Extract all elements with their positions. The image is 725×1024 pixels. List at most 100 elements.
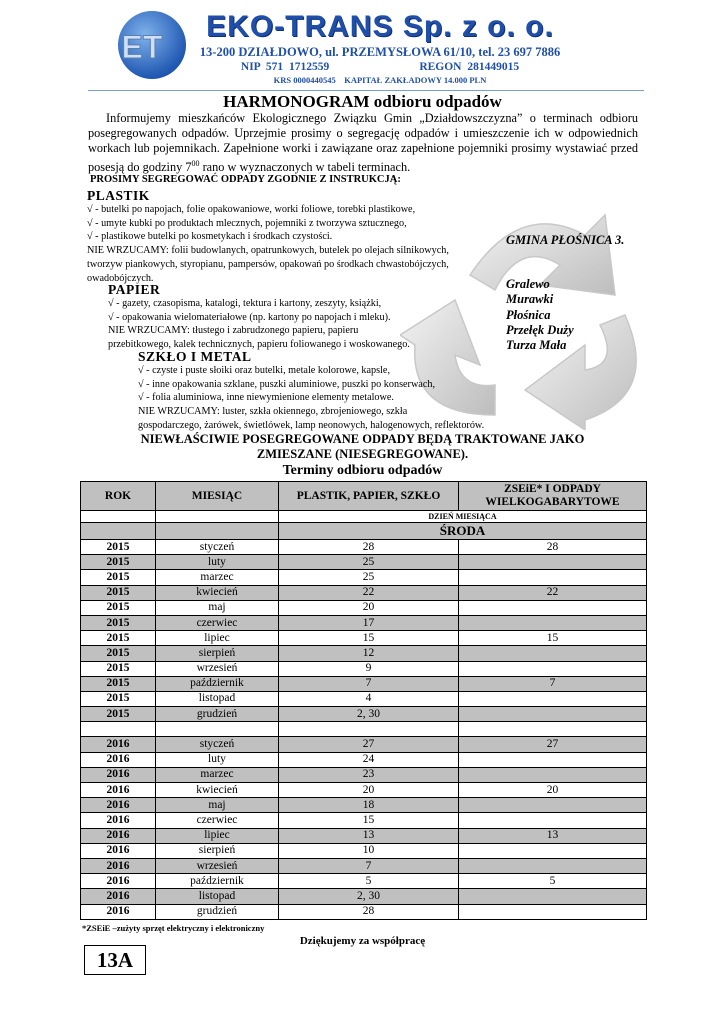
section-papier: PAPIER √ - gazety, czasopisma, katalogi,… — [108, 282, 410, 352]
cell-plastik-day: 17 — [278, 614, 459, 632]
section-line: √ - umyte kubki po produktach mlecznych,… — [87, 217, 407, 229]
recycle-symbol-icon — [400, 213, 637, 430]
section-title: SZKŁO I METAL — [138, 349, 252, 364]
village: Płośnica — [506, 307, 551, 322]
cell-plastik-day: 5 — [278, 873, 459, 890]
section-line: √ - inne opakowania szklane, puszki alum… — [138, 378, 435, 390]
table-row: 2016 lipiec 13 13 — [80, 827, 647, 844]
cell-zseie-day — [458, 766, 647, 784]
header-divider — [88, 90, 644, 91]
cell-month: wrzesień — [155, 857, 279, 875]
table-row: 2015 listopad 4 — [80, 690, 647, 708]
regon: REGON 281449015 — [419, 61, 520, 73]
cell-year: 2015 — [80, 645, 156, 662]
section-line: owadobójczych. — [87, 272, 154, 284]
warning-text: NIEWŁAŚCIWIE POSEGREGOWANE ODPADY BĘDĄ T… — [0, 432, 725, 462]
table-row: 2015 grudzień 2, 30 — [80, 706, 647, 723]
cell-year: 2016 — [80, 781, 156, 799]
cell-month: styczeń — [155, 538, 279, 556]
cell-month: listopad — [155, 690, 279, 708]
cell-plastik-day: 2, 30 — [278, 888, 459, 905]
cell-zseie-day — [458, 614, 647, 632]
cell-zseie-day — [458, 660, 647, 677]
table-row — [80, 721, 647, 738]
cell-plastik-day: 24 — [278, 751, 459, 768]
table-row: 2016 marzec 23 — [80, 766, 647, 784]
cell-year: 2015 — [80, 599, 156, 616]
cell-plastik-day: 28 — [278, 903, 459, 920]
weekday-header: ŚRODA — [278, 522, 647, 540]
table-row: 2015 styczeń 28 28 — [80, 538, 647, 556]
instruction-heading: PROSIMY SEGREGOWAĆ ODPADY ZGODNIE Z INST… — [90, 174, 401, 185]
cell-zseie-day: 20 — [458, 781, 647, 799]
cell-year — [80, 721, 156, 738]
cell-year: 2015 — [80, 690, 156, 708]
cell-month: maj — [155, 599, 279, 616]
section-line: NIE WRZUCAMY: tłustego i zabrudzonego pa… — [108, 325, 359, 337]
cell-zseie-day: 28 — [458, 538, 647, 556]
cell-year: 2016 — [80, 857, 156, 875]
cell-plastik-day: 13 — [278, 827, 459, 844]
table-caption: Terminy odbioru odpadów — [282, 463, 443, 478]
subheader-day: DZIEŃ MIESIĄCA — [278, 510, 647, 523]
footnote: *ZSEiE –zużyty sprzęt elektryczny i elek… — [82, 923, 265, 933]
cell-month: maj — [155, 797, 279, 814]
section-line: √ - folia aluminiowa, inne niewymienione… — [138, 392, 394, 404]
section-line: √ - butelki po napojach, folie opakowani… — [87, 204, 416, 215]
cell-zseie-day: 27 — [458, 736, 647, 753]
cell-plastik-day: 12 — [278, 645, 459, 662]
cell-year: 2015 — [80, 630, 156, 647]
cell-plastik-day — [278, 721, 459, 738]
cell-plastik-day: 20 — [278, 599, 459, 616]
table-row: 2015 czerwiec 17 — [80, 614, 647, 632]
cell-plastik-day: 2, 30 — [278, 706, 459, 723]
cell-month: listopad — [155, 888, 279, 905]
warning-line: ZMIESZANE (NIESEGREGOWANE). — [256, 447, 469, 461]
village: Gralewo — [506, 277, 550, 291]
cell-year: 2015 — [80, 538, 156, 556]
cell-zseie-day: 7 — [458, 675, 647, 692]
warning-line: NIEWŁAŚCIWIE POSEGREGOWANE ODPADY BĘDĄ T… — [140, 432, 585, 446]
section-line: tworzyw piankowych, styropianu, pampersó… — [87, 258, 449, 270]
cell-zseie-day: 13 — [458, 827, 647, 844]
table-row: 2016 kwiecień 20 20 — [80, 781, 647, 799]
section-line: √ - plastikowe butelki po kosmetykach i … — [87, 231, 333, 243]
intro-paragraph: Informujemy mieszkańców Ekologicznego Zw… — [88, 111, 638, 175]
page-title: HARMONOGRAM odbioru odpadów — [223, 92, 502, 111]
cell-year: 2015 — [80, 554, 156, 571]
village-list: Gralewo Murawki Płośnica Przełęk Duży Tu… — [506, 277, 574, 353]
cell-year: 2016 — [80, 842, 156, 859]
table-row: 2016 wrzesień 7 — [80, 857, 647, 875]
section-plastik: PLASTIK √ - butelki po napojach, folie o… — [87, 188, 449, 285]
cell-month: sierpień — [155, 842, 279, 859]
table-row: 2016 październik 5 5 — [80, 873, 647, 890]
cell-plastik-day: 15 — [278, 630, 459, 647]
cell-month: czerwiec — [155, 812, 279, 829]
table-row: 2015 maj 20 — [80, 599, 647, 616]
capital: KAPITAŁ ZAKŁADOWY 14.000 PLN — [344, 75, 487, 85]
company-header: EKO-TRANS Sp. z o. o. 13-200 DZIAŁDOWO, … — [190, 10, 570, 86]
cell-year: 2015 — [80, 584, 156, 601]
cell-plastik-day: 25 — [278, 554, 459, 571]
table-row: 2015 lipiec 15 15 — [80, 630, 647, 647]
cell-month: marzec — [155, 569, 279, 586]
cell-year: 2016 — [80, 873, 156, 890]
table-row: 2016 luty 24 — [80, 751, 647, 768]
table-row: 2015 kwiecień 22 22 — [80, 584, 647, 601]
cell-plastik-day: 7 — [278, 857, 459, 875]
cell-zseie-day — [458, 554, 647, 571]
cell-year: 2016 — [80, 827, 156, 844]
section-title: PAPIER — [108, 282, 161, 297]
header-rok: ROK — [80, 481, 156, 511]
cell-month: grudzień — [155, 706, 279, 723]
cell-zseie-day — [458, 645, 647, 662]
company-address: 13-200 DZIAŁDOWO, ul. PRZEMYSŁOWA 61/10,… — [199, 45, 561, 59]
cell-year: 2016 — [80, 797, 156, 814]
cell-year: 2015 — [80, 675, 156, 692]
cell-year: 2015 — [80, 660, 156, 677]
header-zseie: ZSEiE* I ODPADY WIELKOGABARYTOWE — [458, 481, 647, 511]
table-row: 2015 luty 25 — [80, 554, 647, 571]
cell-month: kwiecień — [155, 584, 279, 601]
cell-year: 2016 — [80, 766, 156, 784]
section-title: PLASTIK — [87, 188, 150, 203]
